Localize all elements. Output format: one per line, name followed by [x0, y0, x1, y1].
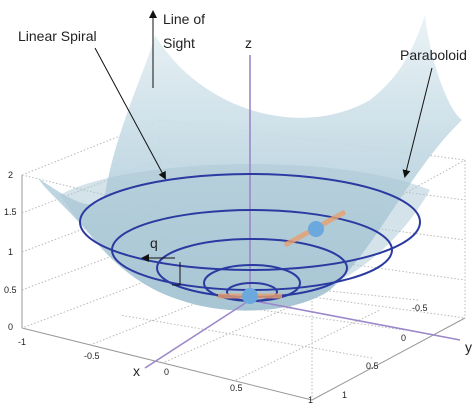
q-bracket — [172, 262, 181, 286]
x-tick-label: -0.5 — [84, 351, 100, 361]
z-tick-label: 0.5 — [4, 285, 17, 295]
z-tick-label: 0 — [8, 322, 13, 332]
paraboloid-arrow — [402, 67, 433, 178]
z-tick-label: 1 — [8, 247, 13, 257]
z-tick-label: 2 — [8, 170, 13, 180]
linear-spiral-label: Linear Spiral — [18, 28, 97, 44]
q-label: q — [150, 235, 158, 251]
x-tick-label: -1 — [18, 337, 26, 347]
x-tick-label: 1 — [308, 395, 313, 404]
surface-inner — [60, 164, 430, 305]
point — [242, 288, 258, 304]
x-axis-label: x — [133, 363, 140, 379]
x-tick-label: 0 — [164, 367, 169, 377]
y-axis-label: y — [465, 339, 472, 355]
y-tick-label: -0.5 — [412, 303, 428, 313]
paraboloid-label: Paraboloid — [400, 47, 467, 63]
z-tick-label: 1.5 — [4, 207, 17, 217]
x-tick-label: 0.5 — [230, 383, 243, 393]
y-tick-label: 0.5 — [366, 361, 379, 371]
x-axis-line — [144, 299, 251, 369]
line-of-sight-label: Line of — [163, 11, 205, 27]
y-tick-label: 1 — [342, 390, 347, 400]
line-of-sight-label: Sight — [163, 35, 195, 51]
z-axis-label: z — [245, 35, 252, 51]
point — [308, 221, 324, 237]
y-tick-label: 0 — [401, 333, 406, 343]
y-axis-line — [249, 299, 461, 341]
spiral-arrow — [94, 47, 166, 180]
